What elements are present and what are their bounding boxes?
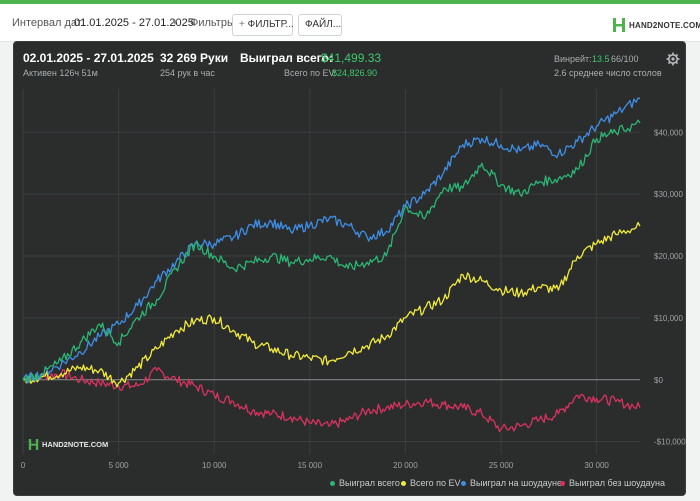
- y-tick-label: -$10,000: [654, 438, 686, 447]
- won-total-value: $41,499.33: [321, 51, 382, 65]
- chevron-down-icon[interactable]: ▼: [171, 18, 179, 27]
- ev-label: Всего по EV:: [284, 68, 337, 78]
- x-tick-label: 30 000: [584, 461, 609, 470]
- legend-item-showdown[interactable]: Выиграл на шоудауне: [461, 478, 562, 488]
- x-axis-ticks: 0 5 000 10 000 15 000 20 000 25 000 30 000: [21, 461, 610, 470]
- won-total-label: Выиграл всего:: [240, 51, 333, 65]
- legend-label: Выиграл на шоудауне: [470, 478, 562, 488]
- legend-item-non-showdown[interactable]: Выиграл без шоудауна: [560, 478, 665, 488]
- y-tick-label: $10,000: [654, 314, 683, 323]
- watermark: HAND2NOTE.COM: [28, 438, 108, 451]
- legend-label: Всего по EV: [410, 478, 461, 488]
- date-range: 02.01.2025 - 27.01.2025: [23, 51, 154, 65]
- x-tick-label: 0: [21, 461, 26, 470]
- filter-button-label: ФИЛЬТР...: [247, 19, 294, 30]
- legend-label: Выиграл без шоудауна: [569, 478, 665, 488]
- avg-tables: 2.6 среднее число столов: [554, 68, 662, 78]
- brand-text: HAND2NOTE.COM: [629, 20, 700, 30]
- y-tick-label: $20,000: [654, 252, 683, 261]
- series-line-won-total: [22, 119, 641, 384]
- winrate-unit: 66/100: [611, 54, 639, 64]
- x-tick-label: 20 000: [393, 461, 418, 470]
- gear-icon[interactable]: [666, 52, 680, 66]
- hands-per-hour: 254 рук в час: [160, 68, 215, 78]
- interval-label: Интервал дат:: [12, 17, 85, 29]
- brand-logo: HAND2NOTE.COM: [612, 17, 700, 33]
- profit-chart: 0 5 000 10 000 15 000 20 000 25 000 30 000 -$1…: [21, 89, 686, 470]
- y-axis-ticks: -$10,000 $0 $10,000 $20,000 $30,000 $40,000: [654, 128, 686, 446]
- h2n-watermark-icon: [28, 439, 39, 450]
- winrate-label: Винрейт:: [554, 54, 592, 64]
- top-accent-bar: [0, 0, 700, 4]
- interval-select[interactable]: 01.01.2025 - 27.01.2025: [74, 17, 194, 29]
- series-line-ev: [22, 221, 641, 388]
- legend-item-ev[interactable]: Всего по EV: [401, 478, 460, 488]
- legend-dot: [560, 480, 565, 486]
- series-line-showdown: [22, 97, 641, 384]
- y-tick-label: $40,000: [654, 128, 683, 137]
- legend-dot: [330, 480, 335, 486]
- toolbar: Интервал дат: 01.01.2025 - 27.01.2025 ▼ …: [0, 4, 700, 42]
- series-line-non-showdown: [22, 366, 641, 433]
- y-tick-label: $0: [654, 376, 663, 385]
- ev-value: $24,826.90: [332, 68, 378, 78]
- legend-item-won-total[interactable]: Выиграл всего: [330, 478, 400, 488]
- y-tick-label: $30,000: [654, 190, 683, 199]
- grid-lines: [22, 89, 640, 454]
- h2n-logo-icon: [613, 18, 625, 32]
- legend-dot: [461, 480, 466, 486]
- legend-dot: [401, 480, 406, 486]
- filter-button[interactable]: + ФИЛЬТР...: [232, 14, 294, 36]
- legend-label: Выиграл всего: [339, 478, 400, 488]
- x-tick-label: 25 000: [489, 461, 514, 470]
- x-tick-label: 5 000: [109, 461, 130, 470]
- file-button[interactable]: ФАЙЛ...: [298, 14, 342, 36]
- series-lines: [22, 97, 641, 433]
- active-time: Активен 126ч 51м: [23, 68, 98, 78]
- graph-panel: 0 5 000 10 000 15 000 20 000 25 000 30 000 -$1…: [13, 41, 686, 496]
- hands-count: 32 269 Руки: [160, 51, 229, 65]
- watermark-text: HAND2NOTE.COM: [42, 440, 109, 449]
- filters-label: Фильтры:: [190, 17, 238, 29]
- plus-icon: +: [239, 19, 245, 30]
- x-tick-label: 15 000: [298, 461, 323, 470]
- winrate-value: 13.5: [592, 54, 610, 64]
- x-tick-label: 10 000: [202, 461, 227, 470]
